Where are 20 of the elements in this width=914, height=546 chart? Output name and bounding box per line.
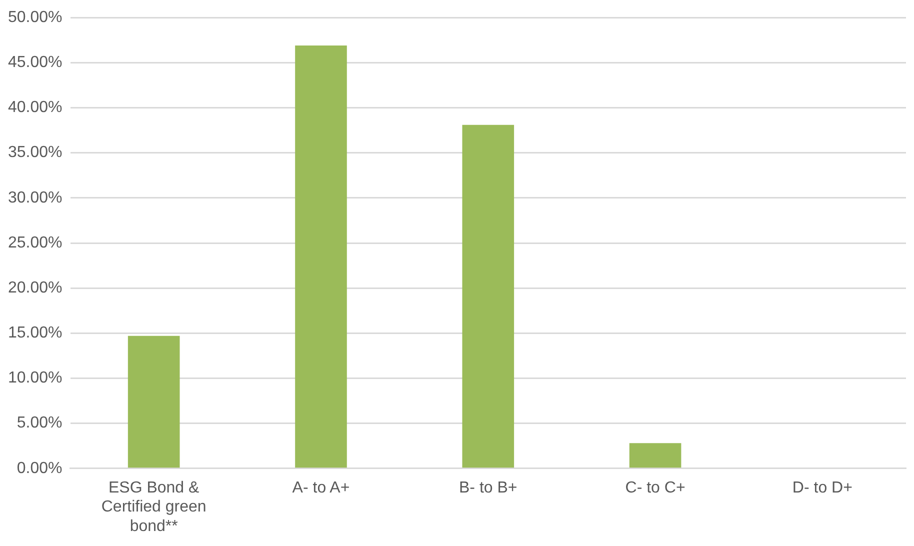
y-tick-label: 0.00% [16, 460, 62, 477]
bar [629, 443, 682, 468]
y-tick-label: 5.00% [16, 414, 62, 432]
bar [295, 46, 347, 468]
y-tick-label: 15.00% [8, 324, 62, 342]
y-tick-label: 30.00% [8, 189, 62, 206]
x-tick-label: D- to D+ [792, 479, 852, 496]
x-tick-label: C- to C+ [625, 479, 686, 496]
y-tick-label: 40.00% [8, 99, 62, 116]
bar [128, 336, 180, 468]
y-tick-label: 45.00% [8, 54, 62, 72]
bar [462, 124, 514, 468]
y-tick-label: 50.00% [8, 9, 62, 26]
y-tick-label: 20.00% [8, 279, 62, 296]
x-tick-label: B- to B+ [459, 479, 518, 496]
y-tick-label: 25.00% [8, 234, 62, 252]
x-tick-label: A- to A+ [292, 479, 350, 496]
x-tick-label: ESG Bond & Certified green bond** [101, 479, 206, 535]
y-tick-label: 10.00% [8, 370, 62, 387]
y-tick-label: 35.00% [8, 144, 62, 162]
